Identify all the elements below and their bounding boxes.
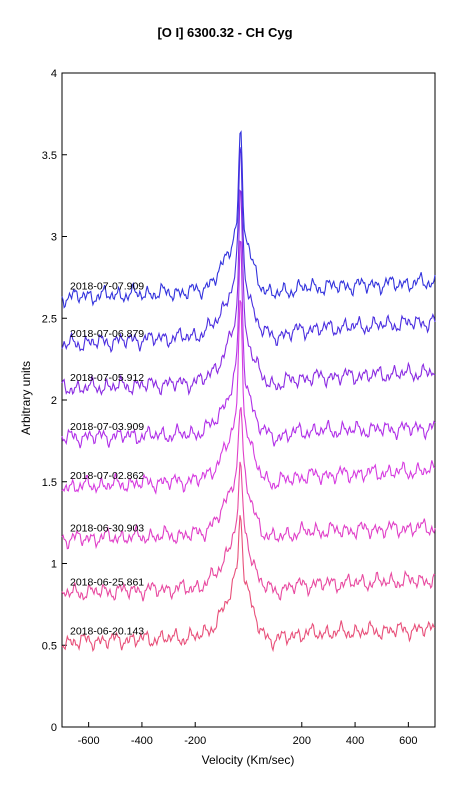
y-tick-label: 1 [51, 559, 57, 571]
y-axis-label: Arbitrary units [19, 361, 33, 435]
x-axis-label: Velocity (Km/sec) [202, 753, 295, 767]
spectrum-label: 2018-07-05.912 [70, 372, 144, 384]
spectrum-line [61, 300, 436, 495]
spectrum-line [61, 240, 436, 449]
x-tick-label: -200 [184, 735, 206, 747]
spectrum-line [61, 461, 436, 602]
spectrum-label: 2018-06-20.143 [70, 625, 144, 637]
x-tick-label: 400 [346, 735, 364, 747]
y-axis: 0 0.5 1 1.5 2 2.5 3 3.5 4 [42, 68, 67, 734]
y-tick-label: 3.5 [42, 150, 57, 162]
x-tick-label: -600 [78, 735, 100, 747]
x-tick-label: -400 [131, 735, 153, 747]
spectrum-line [61, 147, 436, 354]
spectrum-label: 2018-07-03.909 [70, 421, 144, 433]
spectra-lines [61, 130, 436, 653]
y-tick-label: 3 [51, 232, 57, 244]
x-axis: -600 -400 -200 200 400 600 [78, 722, 418, 747]
spectrum-label: 2018-06-30.903 [70, 522, 144, 534]
spectrum-line [61, 130, 436, 309]
y-tick-label: 1.5 [42, 477, 57, 489]
spectrum-line [61, 407, 436, 550]
x-tick-label: 600 [399, 735, 417, 747]
y-tick-label: 2 [51, 395, 57, 407]
spectrum-label: 2018-07-02.862 [70, 470, 144, 482]
spectrum-label: 2018-06-25.861 [70, 576, 144, 588]
spectrum-label: 2018-07-06.879 [70, 328, 144, 340]
x-tick-label: 200 [293, 735, 311, 747]
spectrum-line [61, 515, 436, 653]
y-tick-label: 4 [51, 68, 57, 80]
y-tick-label: 2.5 [42, 313, 57, 325]
y-tick-label: 0.5 [42, 640, 57, 652]
spectrum-line [61, 189, 436, 397]
y-tick-label: 0 [51, 722, 57, 734]
spectra-labels: 2018-07-07.909 2018-07-06.879 2018-07-05.9… [70, 280, 144, 637]
chart-title: [O I] 6300.32 - CH Cyg [157, 25, 292, 40]
spectrum-label: 2018-07-07.909 [70, 280, 144, 292]
